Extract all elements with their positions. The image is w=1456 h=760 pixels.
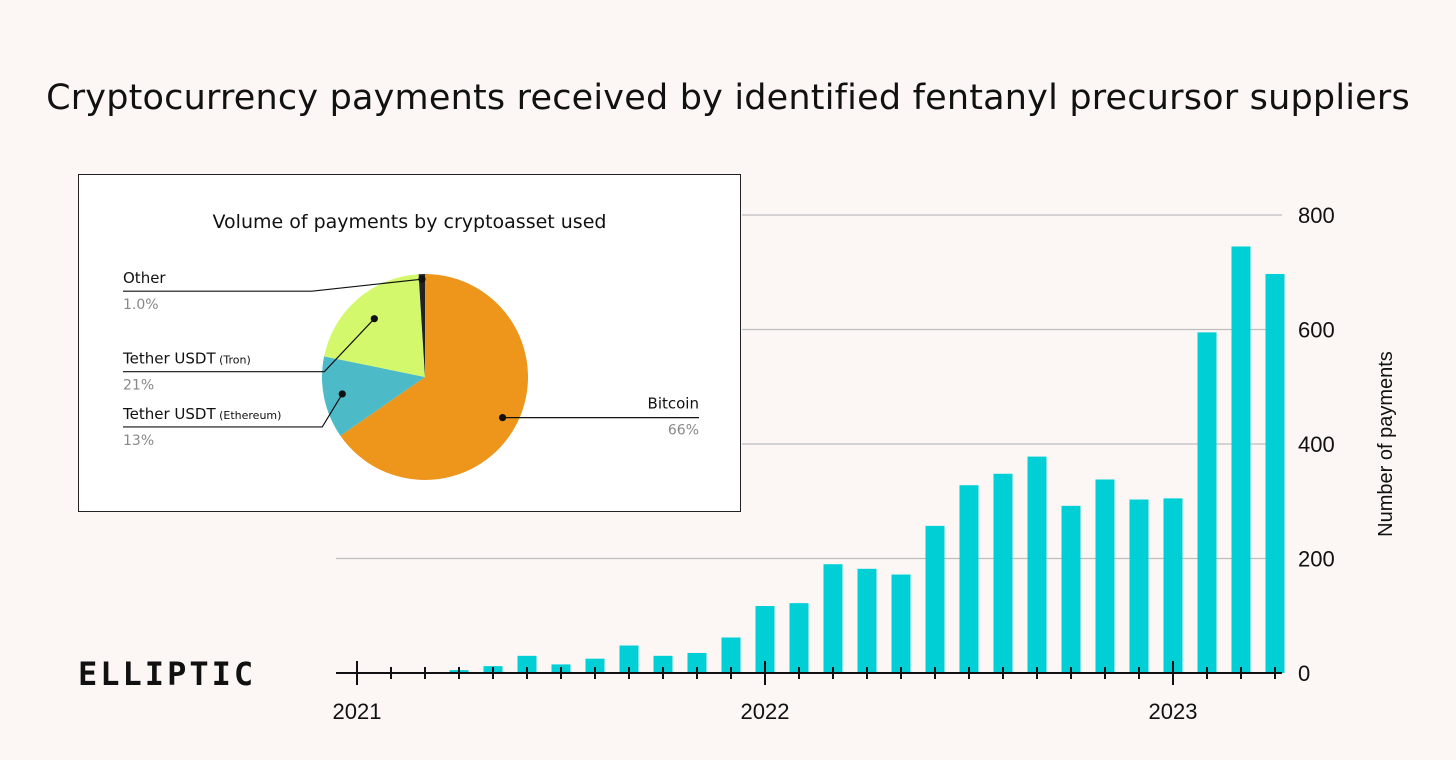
bar bbox=[1197, 332, 1217, 673]
slice-label: Tether USDT (Ethereum) bbox=[122, 405, 281, 423]
elliptic-logo: ELLIPTIC bbox=[78, 655, 257, 693]
bar bbox=[1095, 479, 1115, 673]
y-axis-label: Number of payments bbox=[1375, 351, 1397, 537]
leader-dot bbox=[418, 275, 426, 283]
y-tick-label: 400 bbox=[1298, 432, 1335, 457]
bar bbox=[1027, 456, 1047, 673]
x-tick-label: 2023 bbox=[1149, 699, 1198, 724]
leader-dot bbox=[498, 413, 507, 422]
pie-slice bbox=[322, 356, 425, 436]
y-tick-label: 800 bbox=[1298, 203, 1335, 228]
slice-percent: 21% bbox=[123, 378, 154, 394]
bar bbox=[721, 637, 741, 673]
y-tick-label: 200 bbox=[1298, 547, 1335, 572]
bar bbox=[891, 574, 911, 673]
bar bbox=[619, 645, 639, 673]
leader-dot bbox=[370, 315, 378, 323]
leader-line bbox=[123, 318, 375, 373]
bar bbox=[653, 655, 673, 673]
pie-slice bbox=[340, 274, 528, 481]
bar bbox=[993, 473, 1013, 673]
bar bbox=[517, 655, 537, 673]
bar bbox=[1129, 499, 1149, 673]
pie-inset-panel: Volume of payments by cryptoasset used B… bbox=[78, 174, 741, 512]
leader-line bbox=[123, 393, 343, 428]
bar bbox=[1061, 505, 1081, 673]
bar bbox=[857, 568, 877, 673]
slice-sublabel: (Ethereum) bbox=[216, 409, 282, 422]
bar bbox=[789, 603, 809, 673]
bar bbox=[585, 658, 605, 673]
slice-label: Bitcoin bbox=[648, 395, 699, 413]
pie-chart: Bitcoin 66% Other 1.0% Tether USDT (Tron) 21%… bbox=[122, 269, 699, 481]
slice-percent: 66% bbox=[668, 423, 699, 439]
bar bbox=[959, 485, 979, 673]
y-tick-label: 600 bbox=[1298, 318, 1335, 343]
slice-sublabel: (Tron) bbox=[216, 354, 251, 367]
leader-dot bbox=[338, 390, 346, 398]
y-tick-label: 0 bbox=[1298, 661, 1310, 686]
slice-percent: 13% bbox=[123, 433, 154, 449]
bar bbox=[755, 606, 775, 673]
slice-percent: 1.0% bbox=[123, 297, 159, 313]
bar bbox=[687, 652, 707, 673]
chart-title: Cryptocurrency payments received by iden… bbox=[46, 78, 1410, 118]
pie-title: Volume of payments by cryptoasset used bbox=[212, 211, 607, 233]
leader-line bbox=[123, 278, 423, 292]
pie-slice bbox=[324, 274, 425, 377]
bar bbox=[925, 525, 945, 673]
x-tick-label: 2021 bbox=[333, 699, 382, 724]
slice-label: Tether USDT (Tron) bbox=[122, 350, 251, 368]
bar bbox=[1265, 273, 1285, 673]
pie-slice bbox=[418, 274, 425, 377]
slice-label: Other bbox=[123, 269, 166, 287]
bar bbox=[1163, 498, 1183, 673]
x-tick-label: 2022 bbox=[741, 699, 790, 724]
bar bbox=[1231, 246, 1251, 674]
bar bbox=[823, 564, 843, 673]
